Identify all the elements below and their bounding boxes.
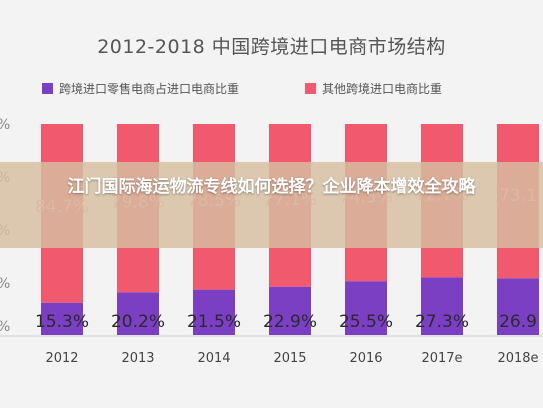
data-label: 27.3% xyxy=(415,312,469,332)
legend-label: 跨境进口零售电商占进口电商比重 xyxy=(59,82,240,96)
headline-text: 江门国际海运物流专线如何选择？企业降本增效全攻略 xyxy=(67,177,476,197)
data-label: 21.5% xyxy=(187,312,241,332)
x-tick-label: 2012 xyxy=(45,351,78,366)
bar-retail-share-2018e xyxy=(497,278,539,335)
y-tick-label: % xyxy=(0,117,10,133)
x-tick-label: 2014 xyxy=(197,351,230,366)
bar-retail-share-2012 xyxy=(41,302,83,335)
x-tick-label: 2017e xyxy=(421,351,462,366)
headline-banner xyxy=(0,162,543,248)
bar-retail-share-2014 xyxy=(193,289,235,335)
x-tick-label: 2015 xyxy=(273,351,306,366)
data-label: 22.9% xyxy=(263,312,317,332)
legend-swatch xyxy=(42,83,53,94)
data-label: 26.9 xyxy=(499,312,537,332)
x-tick-label: 2018e xyxy=(497,351,538,366)
bar-retail-share-2013 xyxy=(117,292,159,335)
y-tick-label: % xyxy=(0,319,10,335)
legend-swatch xyxy=(305,83,316,94)
y-tick-label: % xyxy=(0,276,10,292)
data-label: 25.5% xyxy=(339,312,393,332)
data-label: 15.3% xyxy=(35,312,89,332)
legend-label: 其他跨境进口电商比重 xyxy=(322,82,443,96)
chart-title: 2012-2018 中国跨境进口电商市场结构 xyxy=(97,36,446,58)
x-tick-label: 2016 xyxy=(349,351,382,366)
data-label: 20.2% xyxy=(111,312,165,332)
bar-retail-share-2017e xyxy=(421,277,463,335)
bar-retail-share-2016 xyxy=(345,281,387,335)
legend-item-retail-share: 跨境进口零售电商占进口电商比重 xyxy=(42,80,239,97)
legend-item-other-share: 其他跨境进口电商比重 xyxy=(305,80,442,97)
x-tick-label: 2013 xyxy=(121,351,154,366)
bar-retail-share-2015 xyxy=(269,286,311,335)
